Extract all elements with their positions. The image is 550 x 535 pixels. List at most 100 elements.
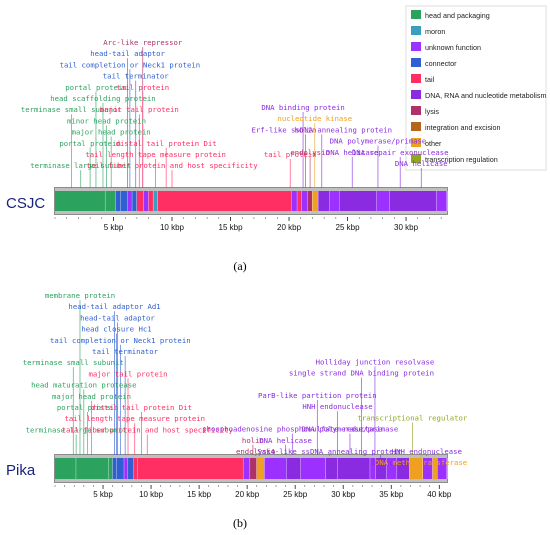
axis-tick-label: 15 kbp <box>187 490 212 499</box>
gene-label: holin <box>294 125 316 134</box>
axis-tick-label: 10 kbp <box>160 223 185 232</box>
gene-label: Arc-like repressor <box>103 38 183 47</box>
gene-block-dna-rna-and-nucleotide-metabolism <box>325 458 338 479</box>
panel-label: (b) <box>233 516 247 530</box>
gene-label: HNH endonuclease <box>392 447 462 456</box>
legend-swatch-moron <box>411 26 421 35</box>
legend-label: other <box>425 139 442 148</box>
gene-label: tail protein <box>264 150 317 159</box>
gene-block-connector <box>120 191 128 211</box>
gene-label: terminase small subunit <box>23 358 124 367</box>
axis-tick-label: 15 kbp <box>219 223 244 232</box>
gene-block-lysis <box>250 458 257 479</box>
gene-block-unknown-function <box>329 191 340 211</box>
gene-block-head-and-packaging <box>55 191 106 211</box>
axis-tick-label: 30 kbp <box>331 490 356 499</box>
gene-block-head-and-packaging <box>108 458 113 479</box>
gene-label: DNA polymerase/primase <box>330 137 427 146</box>
gene-block-unknown-function <box>264 458 287 479</box>
legend-label: connector <box>425 59 457 68</box>
gene-label: DNA helicase <box>326 148 379 157</box>
genome-track-top <box>55 455 447 458</box>
gene-label: major tail protein <box>88 369 167 378</box>
legend-box <box>405 5 547 171</box>
gene-label: head closure Hc1 <box>81 325 151 334</box>
gene-label: endolysin <box>290 148 330 157</box>
gene-block-other <box>432 458 438 479</box>
gene-block-connector <box>112 458 117 479</box>
gene-block-dna-rna-and-nucleotide-metabolism <box>389 191 437 211</box>
legend-swatch-tail <box>411 74 421 83</box>
genome-name: Pika <box>6 462 36 479</box>
axis-tick-label: 35 kbp <box>379 490 404 499</box>
gene-block-tail <box>136 191 144 211</box>
gene-label: Sak4-like ssDNA annealing protein <box>257 447 402 456</box>
legend-label: lysis <box>425 107 439 116</box>
gene-block-moron <box>153 191 158 211</box>
gene-label: DNA binding protein <box>261 103 344 112</box>
genome-track-bottom <box>55 211 447 214</box>
gene-block-unknown-function <box>127 191 133 211</box>
legend-label: head and packaging <box>425 11 490 20</box>
gene-block-unknown-function <box>437 458 447 479</box>
gene-label: tail fiber protein and host specificity <box>62 425 234 434</box>
gene-block-head-and-packaging <box>105 191 116 211</box>
panel-label: (a) <box>233 259 246 273</box>
gene-label: portal protein <box>57 403 119 412</box>
legend-label: unknown function <box>425 43 481 52</box>
genome-track-top <box>55 188 447 191</box>
category-legend: head and packaging moron unknown function c… <box>405 5 547 171</box>
gene-block-unknown-function <box>386 458 398 479</box>
panel-pika: Pika 5 kbp 10 kbp 15 kbp 20 kbp 25 kbp 30 kbp 3… <box>6 291 468 530</box>
gene-block-dna-rna-and-nucleotide-metabolism <box>337 458 371 479</box>
gene-block-unknown-function <box>243 458 251 479</box>
gene-block-dna-rna-and-nucleotide-metabolism <box>286 458 301 479</box>
gene-label: tail completion or Neck1 protein <box>50 336 191 345</box>
gene-label: terminase small subunit <box>21 105 122 114</box>
gene-label: holin <box>242 436 264 445</box>
legend-swatch-unknown-function <box>411 42 421 51</box>
gene-block-dna-rna-and-nucleotide-metabolism <box>339 191 377 211</box>
gene-block-unknown-function <box>436 191 447 211</box>
gene-block-connector <box>132 191 137 211</box>
gene-label: tail length tape measure protein <box>85 150 226 159</box>
gene-label: tail protein <box>116 83 169 92</box>
gene-block-dna-rna-and-nucleotide-metabolism <box>375 458 387 479</box>
gene-label: head scaffolding protein <box>50 94 155 103</box>
gene-label: phosphoadenosine phosphosulfate reductas… <box>202 425 382 434</box>
axis-tick-label: 20 kbp <box>277 223 302 232</box>
gene-block-unknown-function <box>124 458 129 479</box>
gene-block-tail <box>297 191 302 211</box>
gene-label: distal tail protein Dit <box>91 403 192 412</box>
gene-block-tail <box>157 191 292 211</box>
gene-label: Erf-like ssDNA annealing protein <box>251 125 392 134</box>
gene-label: head maturation protease <box>31 381 136 390</box>
axis-tick-label: 25 kbp <box>283 490 308 499</box>
gene-label: DNA helicase <box>354 458 407 467</box>
axis-tick-label: 20 kbp <box>235 490 260 499</box>
gene-label: DNA polymerase/primase <box>302 425 399 434</box>
gene-block-head-and-packaging <box>76 458 109 479</box>
axis-tick-label: 5 kbp <box>104 223 124 232</box>
gene-block-tail <box>148 191 154 211</box>
gene-label: DNA helicase <box>259 436 312 445</box>
gene-block-dna-rna-and-nucleotide-metabolism <box>318 191 330 211</box>
genome-name: CSJC <box>6 195 45 212</box>
gene-label: tail terminator <box>92 347 159 356</box>
gene-label: portal protein <box>59 139 121 148</box>
legend-swatch-lysis <box>411 106 421 115</box>
axis-tick-label: 30 kbp <box>394 223 419 232</box>
legend-swatch-other <box>411 138 421 147</box>
gene-label: head-tail adaptor <box>90 49 165 58</box>
axis-tick-label: 10 kbp <box>139 490 164 499</box>
gene-block-tail <box>133 458 138 479</box>
gene-block-other <box>312 191 319 211</box>
panel-csjc: CSJC 5 kbp 10 kbp 15 kbp 20 kbp 25 kbp 30 kbp A… <box>6 38 449 273</box>
gene-label: head-tail adaptor Ad1 <box>68 302 160 311</box>
gene-block-tail <box>137 458 244 479</box>
gene-label: nucleotide kinase <box>277 114 352 123</box>
axis-tick-label: 5 kbp <box>93 490 113 499</box>
legend-swatch-connector <box>411 58 421 67</box>
legend-swatch-transcription-regulation <box>411 154 421 163</box>
